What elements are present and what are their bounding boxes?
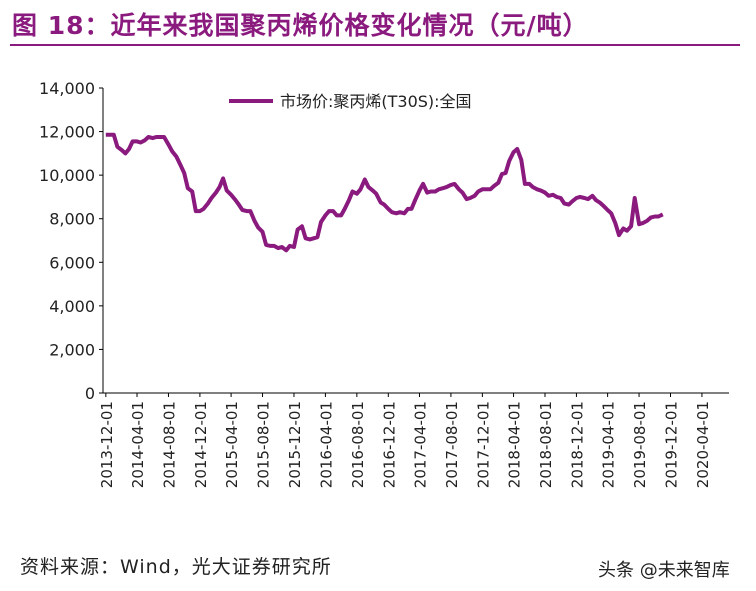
series-line-pp-price	[105, 132, 664, 253]
x-tick-label: 2020-04-01	[694, 401, 712, 488]
x-tick-label: 2019-04-01	[600, 401, 618, 488]
price-line-chart: 02,0004,0006,0008,00010,00012,00014,000 …	[39, 79, 729, 488]
x-tick-label: 2016-04-01	[317, 401, 335, 488]
x-tick-label: 2014-08-01	[160, 401, 178, 488]
y-tick-label: 6,000	[49, 253, 95, 272]
x-tick-label: 2015-04-01	[223, 401, 241, 488]
source-note: 资料来源：Wind，光大证券研究所	[20, 556, 332, 578]
x-tick-label: 2019-08-01	[631, 401, 649, 488]
y-tick-label: 10,000	[39, 166, 95, 185]
x-tick-label: 2018-04-01	[506, 401, 524, 488]
x-tick-label: 2013-12-01	[98, 401, 116, 488]
y-tick-label: 0	[85, 384, 95, 403]
x-tick-label: 2014-12-01	[192, 401, 210, 488]
x-tick-label: 2015-12-01	[286, 401, 304, 488]
x-tick-label: 2019-12-01	[662, 401, 680, 488]
y-tick-label: 14,000	[39, 79, 95, 98]
x-tick-label: 2018-08-01	[537, 401, 555, 488]
y-tick-label: 4,000	[49, 297, 95, 316]
x-tick-label: 2014-04-01	[129, 401, 147, 488]
title-rule	[10, 44, 740, 46]
y-tick-label: 12,000	[39, 123, 95, 142]
page-title: 图 18：近年来我国聚丙烯价格变化情况（元/吨）	[12, 11, 589, 40]
legend-label: 市场价:聚丙烯(T30S):全国	[280, 92, 472, 111]
watermark: 头条 @未来智库	[598, 560, 730, 581]
y-axis-ticks: 0 2,000 4,000 6,000 8,000 10,000 12,000 14,000	[39, 79, 103, 403]
x-tick-label: 2017-12-01	[474, 401, 492, 488]
y-tick-label: 2,000	[49, 340, 95, 359]
x-tick-label: 2017-08-01	[443, 401, 461, 488]
x-tick-label: 2018-12-01	[568, 401, 586, 488]
y-tick-label: 8,000	[49, 210, 95, 229]
x-tick-label: 2016-12-01	[380, 401, 398, 488]
x-tick-label: 2016-08-01	[349, 401, 367, 488]
x-axis-ticks: 2013-12-01 2014-04-01 2014-08-01 2014-12-01…	[98, 393, 712, 488]
x-tick-label: 2015-08-01	[255, 401, 273, 488]
x-tick-label: 2017-04-01	[411, 401, 429, 488]
legend: 市场价:聚丙烯(T30S):全国	[229, 92, 472, 111]
